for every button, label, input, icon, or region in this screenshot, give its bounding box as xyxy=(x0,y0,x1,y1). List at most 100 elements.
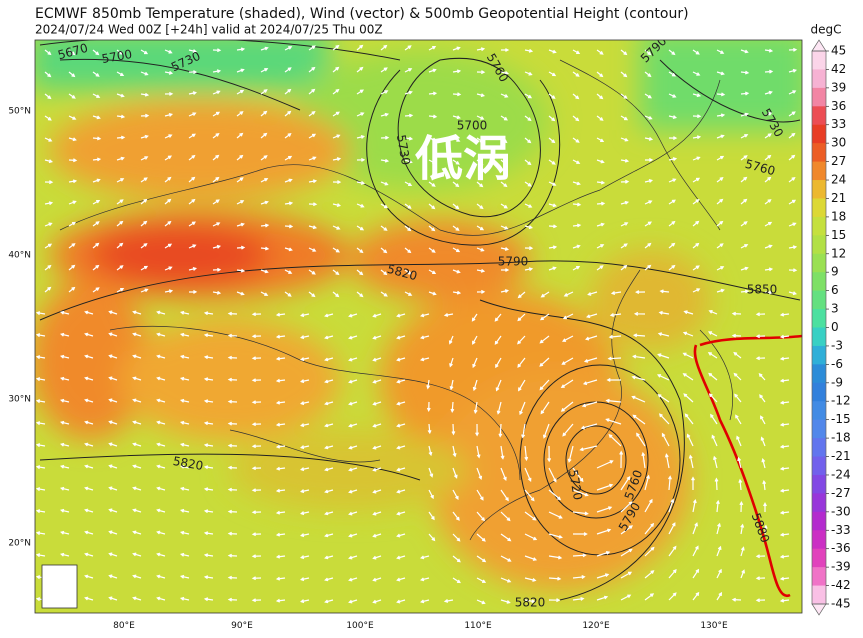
wind-arrow xyxy=(539,357,550,367)
wind-arrow xyxy=(452,203,460,210)
wind-arrow xyxy=(572,71,580,77)
wind-arrow xyxy=(227,333,238,338)
wind-arrow xyxy=(716,92,726,97)
wind-arrow xyxy=(404,203,412,209)
wind-arrow xyxy=(759,394,766,403)
wind-arrow xyxy=(59,376,70,381)
wind-arrow xyxy=(84,596,94,601)
wind-arrow xyxy=(275,598,286,603)
wind-arrow xyxy=(632,354,646,359)
wind-arrow xyxy=(583,357,598,363)
wind-arrow xyxy=(227,311,238,316)
wind-arrow xyxy=(156,574,166,579)
wind-arrow xyxy=(227,575,238,580)
wind-arrow xyxy=(188,112,197,117)
colorbar-segment xyxy=(812,493,826,513)
wind-arrow xyxy=(452,137,461,142)
wind-arrow xyxy=(736,435,742,447)
wind-arrow xyxy=(116,265,124,271)
wind-arrow xyxy=(324,357,334,362)
wind-arrow xyxy=(452,489,459,500)
wind-arrow xyxy=(788,268,798,273)
wind-arrow xyxy=(92,178,101,183)
wind-arrow xyxy=(212,69,222,74)
wind-arrow xyxy=(668,178,677,183)
wind-arrow xyxy=(68,200,77,205)
wind-arrow xyxy=(251,576,262,581)
wind-arrow xyxy=(140,49,149,55)
wind-arrow xyxy=(324,577,334,582)
wind-arrow xyxy=(428,181,436,187)
colorbar-tick-label: -21 xyxy=(831,449,851,463)
wind-arrow xyxy=(779,444,790,449)
wind-arrow xyxy=(644,570,655,579)
colorbar-tick-label: 33 xyxy=(831,117,846,131)
wind-arrow xyxy=(324,401,334,406)
wind-arrow xyxy=(332,291,340,298)
wind-arrow xyxy=(203,311,214,316)
wind-arrow xyxy=(452,46,461,51)
wind-arrow xyxy=(428,467,434,478)
wind-arrow xyxy=(396,511,406,516)
wind-arrow xyxy=(116,71,125,76)
wind-arrow xyxy=(476,181,484,188)
contour-5880 xyxy=(693,334,802,598)
wind-arrow xyxy=(609,313,622,317)
wind-arrow xyxy=(620,525,634,535)
wind-arrow xyxy=(356,44,364,51)
wind-arrow xyxy=(779,598,790,603)
wind-arrow xyxy=(563,291,574,297)
wind-arrow xyxy=(348,401,358,406)
wind-arrow xyxy=(708,310,718,315)
wind-arrow xyxy=(108,552,118,557)
wind-arrow xyxy=(284,224,294,229)
wind-arrow xyxy=(668,264,676,271)
wind-arrow xyxy=(260,89,268,95)
wind-arrow xyxy=(419,599,430,604)
wind-arrow xyxy=(156,376,166,381)
wind-arrow xyxy=(372,335,382,340)
wind-arrow xyxy=(763,524,768,535)
longitude-label: 90°E xyxy=(231,621,253,631)
wind-arrow xyxy=(501,268,510,272)
wind-arrow xyxy=(212,111,221,117)
wind-arrow xyxy=(380,203,389,209)
wind-arrow xyxy=(108,530,118,535)
wind-arrow xyxy=(116,93,125,98)
wind-arrow xyxy=(84,376,94,381)
wind-arrow xyxy=(620,137,629,142)
wind-arrow xyxy=(164,49,173,54)
wind-arrow xyxy=(179,420,190,425)
wind-arrow xyxy=(44,115,52,121)
wind-arrow xyxy=(620,158,630,163)
wind-arrow xyxy=(68,137,77,142)
wind-arrow xyxy=(716,155,725,161)
wind-arrow xyxy=(236,177,244,183)
wind-arrow xyxy=(548,159,556,165)
wind-arrow xyxy=(524,246,534,251)
wind-arrow xyxy=(500,445,505,460)
wind-arrow xyxy=(156,420,166,425)
wind-arrow xyxy=(284,67,292,73)
wind-arrow xyxy=(716,134,725,139)
wind-arrow xyxy=(641,451,646,469)
wind-arrow xyxy=(251,312,262,317)
wind-arrow xyxy=(498,423,503,438)
wind-arrow xyxy=(116,288,125,293)
wind-arrow xyxy=(572,489,589,497)
wind-arrow xyxy=(324,423,334,428)
wind-arrow xyxy=(372,357,382,362)
wind-arrow xyxy=(476,511,486,522)
wind-arrow xyxy=(308,45,316,51)
wind-arrow xyxy=(164,113,174,117)
wind-arrow xyxy=(44,201,54,206)
wind-arrow xyxy=(324,335,334,340)
wind-arrow xyxy=(779,488,790,493)
colorbar-segment xyxy=(812,327,826,347)
wind-arrow xyxy=(452,533,461,542)
wind-arrow xyxy=(59,398,70,403)
colorbar-segment xyxy=(812,253,826,273)
wind-arrow xyxy=(716,113,726,118)
wind-arrow xyxy=(59,354,70,359)
